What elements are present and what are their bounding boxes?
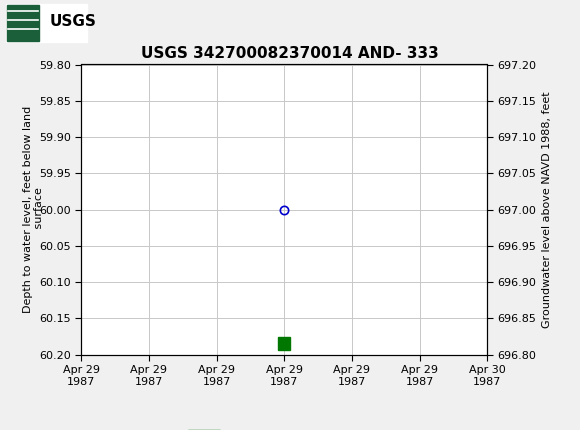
Legend: Period of approved data: Period of approved data [183, 425, 385, 430]
FancyBboxPatch shape [7, 4, 39, 41]
Y-axis label: Depth to water level, feet below land
 surface: Depth to water level, feet below land su… [23, 106, 44, 313]
Bar [278, 338, 291, 350]
Text: USGS 342700082370014 AND- 333: USGS 342700082370014 AND- 333 [141, 46, 439, 61]
Y-axis label: Groundwater level above NAVD 1988, feet: Groundwater level above NAVD 1988, feet [542, 91, 552, 328]
FancyBboxPatch shape [6, 3, 87, 42]
Text: USGS: USGS [49, 14, 96, 29]
